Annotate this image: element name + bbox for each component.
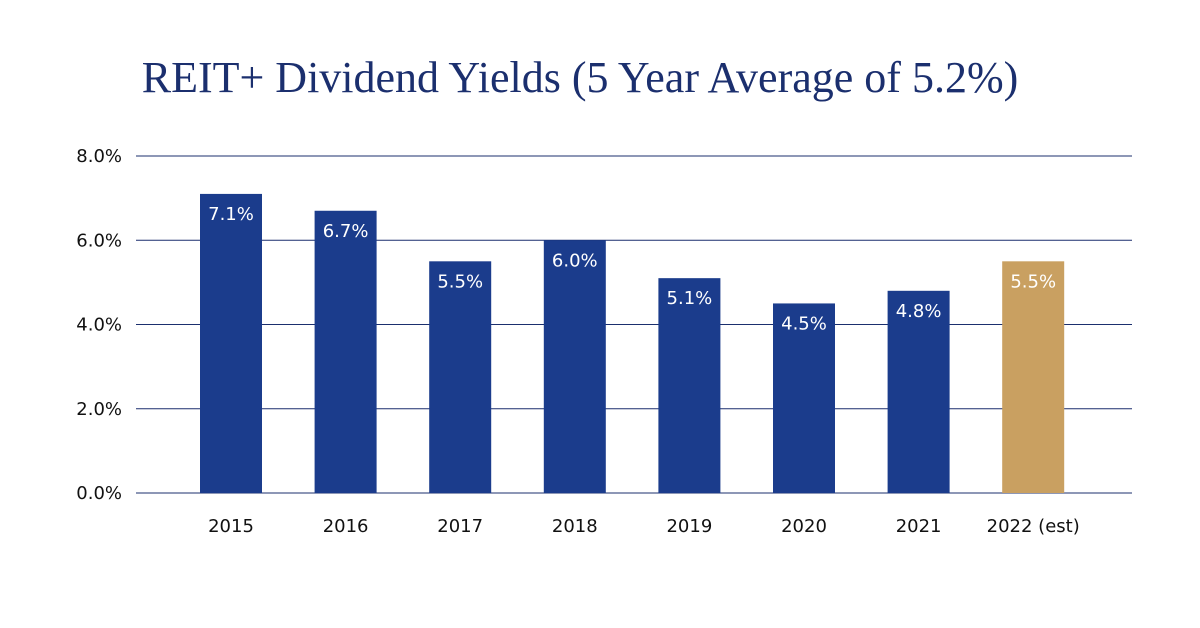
- bar-value-label: 4.5%: [781, 313, 827, 334]
- y-tick-label: 6.0%: [76, 230, 122, 251]
- x-tick-label: 2020: [781, 516, 827, 537]
- x-tick-label: 2016: [323, 516, 369, 537]
- bar-2020: [773, 303, 835, 493]
- bars: [200, 193, 1065, 493]
- x-tick-label: 2017: [437, 516, 483, 537]
- bar-value-labels: 7.1% 6.7% 5.5% 6.0% 5.1% 4.5% 4.8% 5.5%: [208, 204, 1056, 335]
- chart-title: REIT+ Dividend Yields (5 Year Average of…: [141, 53, 1019, 102]
- gridlines: [136, 155, 1132, 494]
- bar-value-label: 4.8%: [896, 301, 942, 322]
- bar-2019: [658, 278, 721, 493]
- bar-2016: [314, 210, 377, 493]
- x-axis-ticks: 2015 2016 2017 2018 2019 2020 2021 2022 (est): [208, 516, 1080, 537]
- bar-2015: [200, 193, 262, 493]
- x-tick-label: 2022 (est): [987, 516, 1080, 537]
- x-tick-label: 2019: [666, 516, 712, 537]
- bar-value-label: 6.7%: [323, 221, 369, 242]
- y-tick-label: 2.0%: [76, 399, 122, 420]
- bar-value-label: 5.1%: [667, 288, 713, 309]
- y-axis-ticks: 0.0% 2.0% 4.0% 6.0% 8.0%: [76, 146, 122, 504]
- bar-value-label: 5.5%: [1010, 271, 1056, 292]
- y-tick-label: 4.0%: [76, 315, 122, 336]
- bar-2022-est: [1002, 261, 1065, 493]
- bar-value-label: 6.0%: [552, 250, 598, 271]
- bar-2017: [429, 261, 492, 493]
- bar-2018: [543, 240, 606, 493]
- x-tick-label: 2018: [552, 516, 598, 537]
- bar-2021: [887, 290, 950, 493]
- y-tick-label: 8.0%: [76, 146, 122, 167]
- x-tick-label: 2015: [208, 516, 254, 537]
- y-tick-label: 0.0%: [76, 483, 122, 504]
- bar-value-label: 5.5%: [437, 271, 483, 292]
- bar-value-label: 7.1%: [208, 204, 254, 225]
- x-tick-label: 2021: [896, 516, 942, 537]
